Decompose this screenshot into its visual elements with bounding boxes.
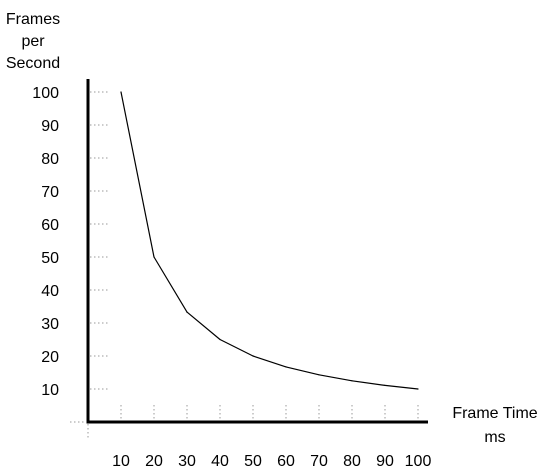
x-tick-label: 80 [343, 453, 361, 470]
y-tick-label: 40 [41, 283, 59, 300]
y-axis-title-line: Second [6, 55, 60, 72]
x-tick-label: 60 [277, 453, 295, 470]
x-tick-label: 90 [376, 453, 394, 470]
data-point [417, 388, 419, 390]
x-axis-title-line: ms [484, 429, 505, 446]
y-tick-label: 70 [41, 184, 59, 201]
data-point [384, 384, 386, 386]
x-tick-label: 100 [405, 453, 432, 470]
x-tick-label: 50 [244, 453, 262, 470]
y-tick-label: 60 [41, 217, 59, 234]
y-tick-label: 50 [41, 250, 59, 267]
y-tick-label: 100 [32, 85, 59, 102]
y-tick-label: 30 [41, 316, 59, 333]
y-axis-title-line: Frames [6, 11, 60, 28]
x-axis-title: Frame Time ms [452, 405, 537, 446]
data-point [153, 256, 155, 258]
y-axis-ticks: 10 20 30 40 50 60 70 80 90 100 [32, 85, 108, 423]
x-axis-ticks: 10 20 30 40 50 60 70 80 90 100 [87, 405, 432, 470]
data-point [219, 338, 221, 341]
y-tick-label: 10 [41, 382, 59, 399]
series-group [120, 91, 419, 390]
y-tick-label: 90 [41, 118, 59, 135]
axes [86, 79, 428, 424]
x-axis-title-line: Frame Time [452, 405, 537, 422]
data-point [120, 91, 122, 93]
y-tick-label: 20 [41, 349, 59, 366]
y-tick-label: 80 [41, 151, 59, 168]
y-axis-title: Frames per Second [6, 11, 60, 72]
data-point [285, 366, 287, 368]
x-tick-label: 40 [211, 453, 229, 470]
data-point [252, 355, 254, 357]
y-axis-title-line: per [21, 33, 45, 50]
x-tick-label: 70 [310, 453, 328, 470]
x-tick-label: 20 [145, 453, 163, 470]
x-tick-label: 30 [178, 453, 196, 470]
data-point [318, 374, 320, 376]
data-point [351, 380, 353, 382]
series-line [120, 91, 419, 390]
data-point [186, 311, 188, 313]
x-tick-label: 10 [112, 453, 130, 470]
